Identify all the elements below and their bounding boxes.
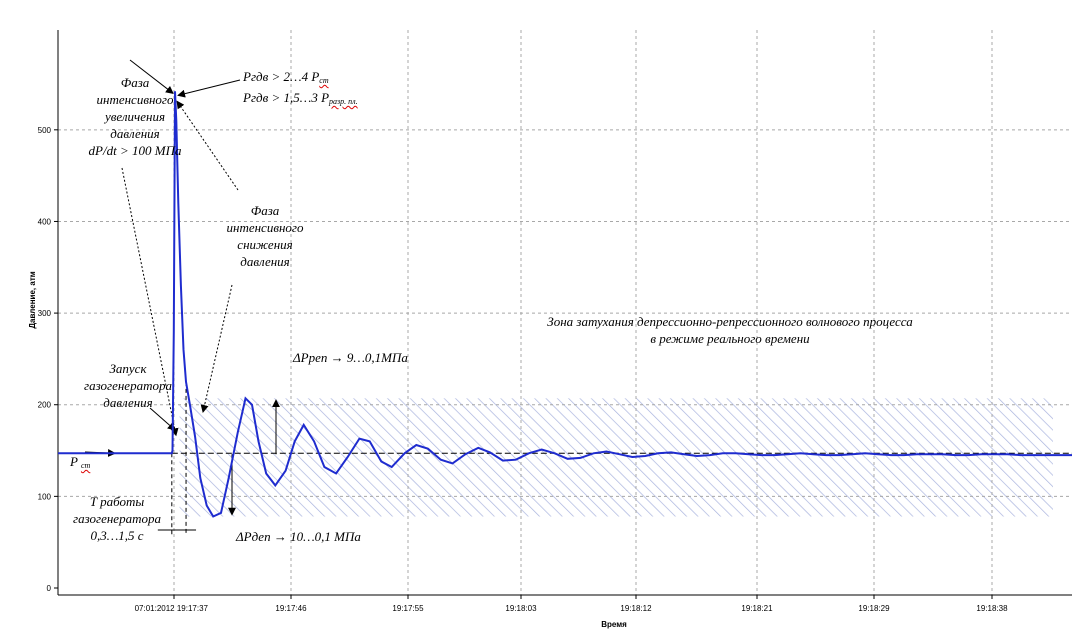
annotation-phase-fall: Фаза интенсивного снижения давления: [226, 203, 304, 269]
x-tick-label: 19:18:12: [620, 604, 652, 613]
arrow-rise-phase: [121, 167, 179, 437]
y-tick-label: 300: [38, 309, 52, 318]
annotation-launch: Запуск газогенератора давления: [84, 361, 172, 410]
annotation-damping-zone: Зона затухания депрессионно-репрессионно…: [547, 314, 913, 346]
y-tick-label: 200: [38, 401, 52, 410]
axis-ticks: 0 100 200 300 400 500 07:01:2012 19:17:37 19:17…: [38, 126, 1008, 613]
arrow-fall-phase: [200, 284, 233, 413]
x-tick-label: 19:17:55: [392, 604, 424, 613]
x-tick-label: 07:01:2012 19:17:37: [135, 604, 209, 613]
annotation-phase-rise: Фаза интенсивного увеличения давления dP…: [88, 75, 182, 158]
x-tick-label: 19:17:46: [275, 604, 307, 613]
annotation-p-rep: ΔPреп → 9…0,1МПа: [293, 350, 408, 365]
y-tick-label: 100: [38, 492, 52, 501]
pressure-series-line: [58, 91, 1072, 518]
y-axis-title: Давление, атм: [28, 271, 37, 328]
y-tick-label: 400: [38, 217, 52, 226]
arrow-to-peak-left: [129, 59, 174, 94]
x-tick-label: 19:18:21: [741, 604, 773, 613]
annotation-p-st: P ст: [70, 454, 91, 470]
arrow-to-peak-right: [177, 79, 241, 98]
annotation-arrows: [84, 59, 280, 516]
axes: [57, 30, 1072, 596]
x-tick-label: 19:18:38: [976, 604, 1008, 613]
x-axis-title: Время: [601, 620, 627, 629]
arrow-to-peak-fall: [176, 100, 239, 191]
x-tick-label: 19:18:03: [505, 604, 537, 613]
arrow-launch: [149, 407, 176, 431]
grid-lines: [58, 30, 1072, 595]
y-tick-label: 0: [47, 584, 52, 593]
y-tick-label: 500: [38, 126, 52, 135]
annotation-p-gdv: Pгдв > 2…4 Pст Pгдв > 1,5…3 Pразр. пл.: [243, 69, 358, 106]
annotation-t-work: T работы газогенератора 0,3…1,5 с: [73, 494, 161, 543]
annotation-p-dep: ΔPдеп → 10…0,1 МПа: [236, 529, 361, 544]
hatched-damping-zone: [179, 398, 1053, 517]
x-tick-label: 19:18:29: [858, 604, 890, 613]
